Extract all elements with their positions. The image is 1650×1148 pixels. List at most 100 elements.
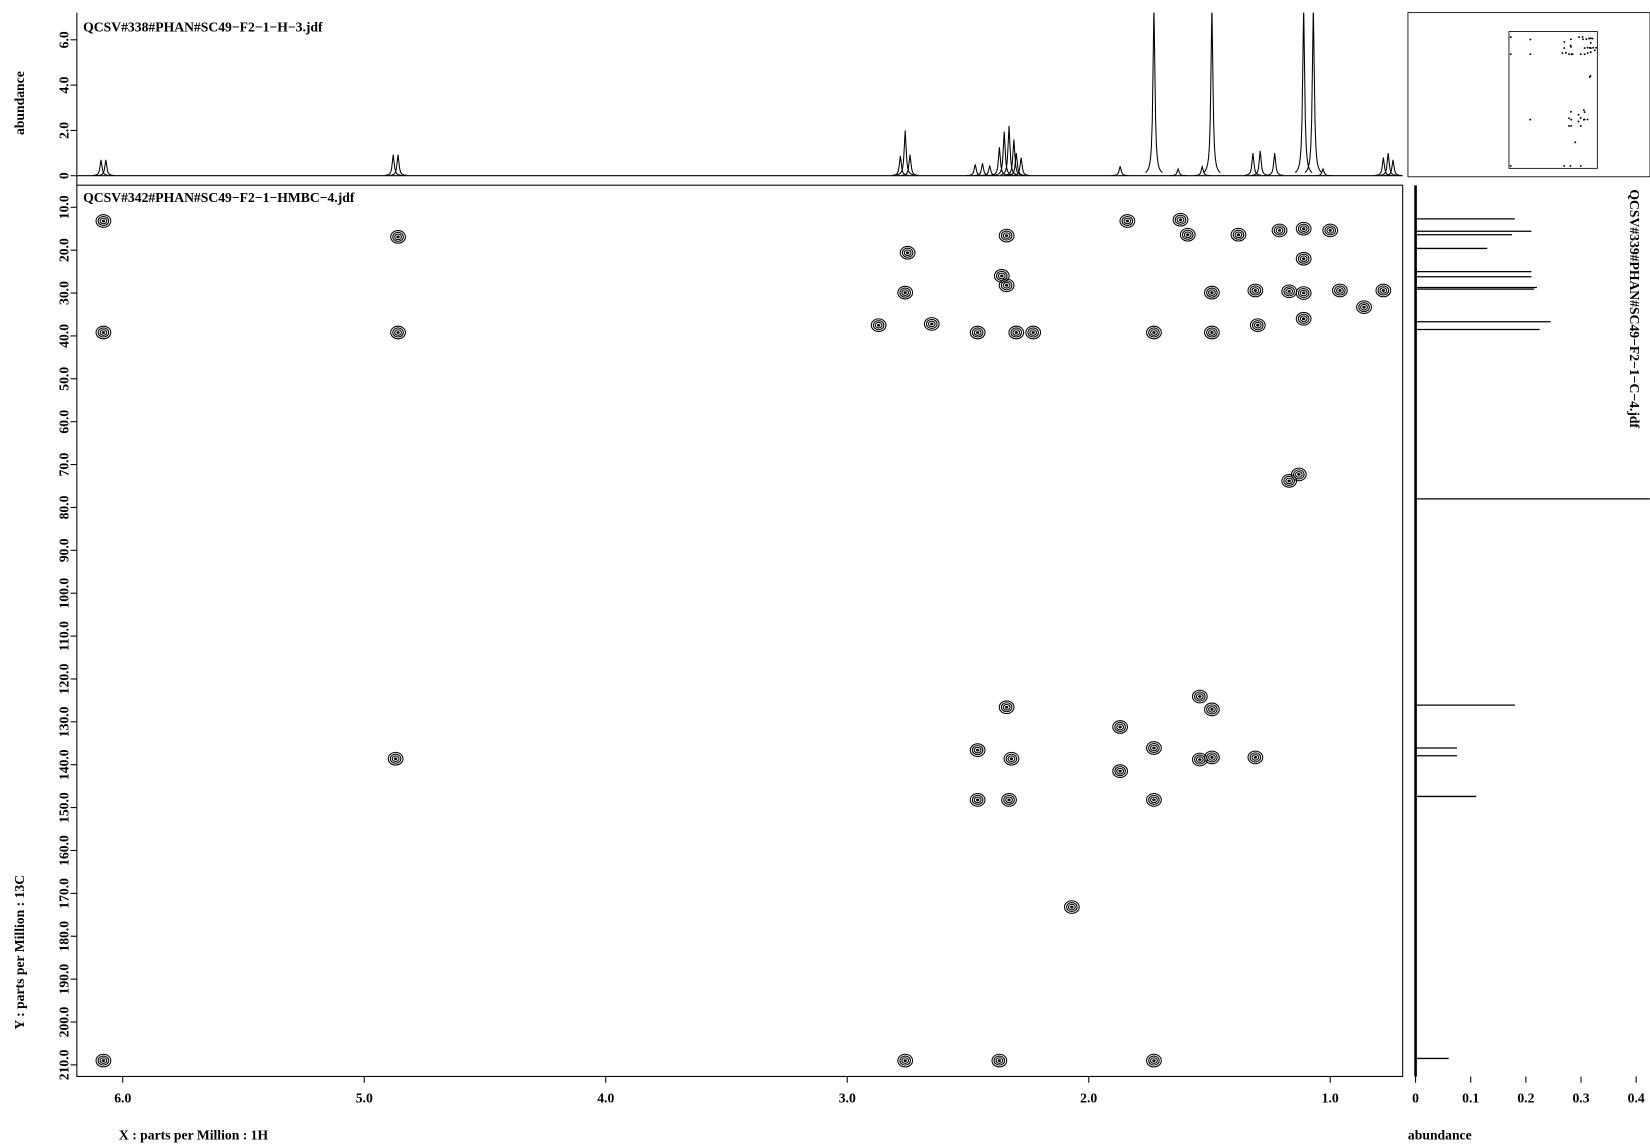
cross-peak: [1119, 214, 1136, 228]
cross-peak: [1025, 325, 1042, 340]
contour-ring: [1010, 327, 1023, 338]
y-axis-label: Y : parts per Million : 13C: [12, 875, 27, 1030]
x-tick-label: 0.1: [1462, 1091, 1479, 1106]
c-spectrum: [1414, 185, 1650, 1077]
contour-core: [1152, 798, 1156, 802]
cross-peak: [1271, 223, 1288, 238]
contour-core: [396, 235, 400, 239]
contour-core: [393, 757, 398, 761]
contour-ring: [1299, 225, 1308, 232]
y-tick-label: 40.0: [56, 324, 71, 348]
cross-peak: [390, 230, 406, 244]
contour-ring: [998, 278, 1015, 293]
contour-ring: [973, 746, 982, 754]
cross-peak: [1290, 467, 1307, 482]
cross-peak: [1295, 286, 1312, 300]
contour-ring: [1273, 225, 1286, 236]
cross-peak: [998, 278, 1015, 293]
overview-dot: [1568, 53, 1570, 56]
h-peak: [1145, 12, 1163, 173]
contour-ring: [998, 700, 1015, 715]
cross-peak: [969, 325, 986, 340]
cross-peak: [1281, 284, 1298, 299]
contour-core: [876, 323, 881, 327]
overview-dot: [1578, 36, 1580, 39]
contour-ring: [1322, 223, 1339, 238]
h-peak: [974, 163, 991, 177]
contour-ring: [1067, 903, 1076, 911]
cross-peak: [95, 325, 112, 340]
contour-ring: [1377, 285, 1390, 296]
contour-ring: [1283, 286, 1295, 297]
h-peak: [896, 130, 914, 176]
cross-peak: [998, 228, 1015, 243]
cross-peak: [1008, 325, 1025, 340]
contour-ring: [998, 228, 1015, 243]
x-axis-label: X : parts per Million : 1H: [119, 1128, 269, 1143]
overview-dot: [1529, 53, 1532, 56]
contour-core: [1253, 289, 1258, 292]
contour-ring: [897, 285, 914, 300]
contour-ring: [1119, 214, 1136, 228]
overview-dot: [1579, 116, 1582, 119]
contour-ring: [993, 1055, 1006, 1066]
contour-core: [1210, 756, 1214, 759]
contour-core: [1362, 305, 1366, 309]
contour-core: [1014, 331, 1018, 334]
contour-ring: [392, 327, 404, 338]
h-axis-label: abundance: [12, 71, 27, 135]
overview-dot: [1570, 124, 1573, 127]
contour-ring: [899, 287, 911, 298]
overview-dot: [1581, 35, 1584, 38]
contour-ring: [1230, 227, 1247, 242]
contour-ring: [971, 327, 984, 338]
contour-core: [1118, 769, 1122, 773]
contour-ring: [387, 751, 404, 766]
contour-ring: [971, 745, 984, 756]
contour-ring: [1195, 693, 1204, 700]
contour-ring: [901, 1057, 910, 1064]
contour-ring: [1290, 467, 1307, 482]
contour-ring: [897, 1053, 914, 1068]
contour-ring: [1375, 283, 1392, 298]
contour-ring: [97, 1055, 110, 1066]
contour-ring: [392, 231, 404, 242]
contour-core: [903, 291, 907, 294]
contour-core: [1301, 227, 1306, 231]
h-peak: [1384, 159, 1402, 176]
overview-dot: [1586, 46, 1589, 49]
h-peak: [995, 131, 1013, 176]
contour-ring: [1356, 300, 1372, 315]
cross-peak: [991, 1053, 1008, 1068]
contour-ring: [1295, 311, 1312, 326]
cross-peak: [1230, 227, 1247, 242]
contour-ring: [1116, 723, 1125, 731]
h-peak: [1012, 157, 1030, 176]
cross-peak: [897, 1053, 914, 1068]
contour-ring: [1146, 1053, 1162, 1068]
h-peak: [1314, 167, 1332, 177]
contour-ring: [1114, 721, 1126, 733]
h-peak: [901, 154, 919, 176]
y-tick-label: 100.0: [56, 578, 71, 609]
contour-ring: [872, 320, 885, 331]
overview-dot: [1589, 47, 1592, 50]
contour-ring: [1002, 232, 1011, 239]
contour-ring: [1001, 793, 1017, 807]
y-tick-label: 4.0: [56, 76, 71, 93]
overview-dot: [1589, 75, 1592, 77]
contour-ring: [903, 249, 912, 256]
h-peak: [1007, 153, 1025, 176]
contour-ring: [1326, 227, 1335, 234]
y-tick-label: 190.0: [56, 964, 71, 995]
contour-ring: [901, 247, 914, 258]
contour-ring: [870, 318, 887, 333]
contour-ring: [874, 321, 883, 329]
overview-dot: [1529, 38, 1532, 41]
h-peak: [1304, 12, 1323, 173]
contour-core: [1256, 323, 1260, 327]
contour-ring: [1335, 287, 1344, 294]
contour-ring: [927, 320, 936, 328]
contour-ring: [99, 1057, 108, 1064]
contour-core: [1186, 233, 1190, 237]
